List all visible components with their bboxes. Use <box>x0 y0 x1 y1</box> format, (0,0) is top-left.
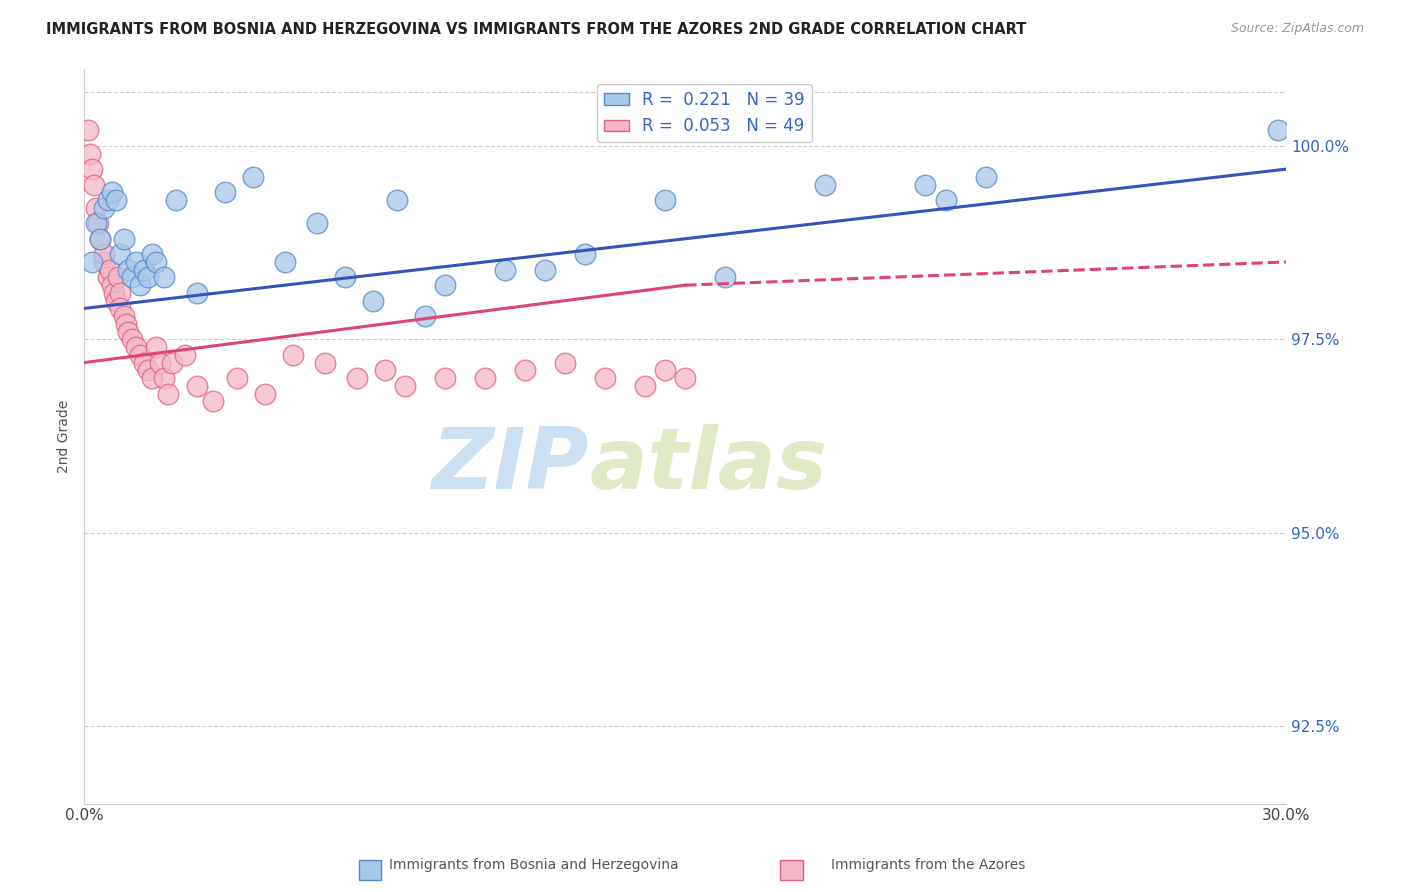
Point <box>225 371 247 385</box>
Point <box>974 169 997 184</box>
Point <box>314 355 336 369</box>
Point <box>673 371 696 385</box>
Point <box>149 355 172 369</box>
Point <box>141 371 163 385</box>
Point <box>79 146 101 161</box>
Point <box>134 262 156 277</box>
Point <box>186 378 208 392</box>
Point <box>166 193 188 207</box>
Point <box>385 193 408 207</box>
Point <box>394 378 416 392</box>
Point <box>593 371 616 385</box>
Point <box>145 340 167 354</box>
Point <box>121 332 143 346</box>
Point <box>110 301 132 316</box>
Point <box>346 371 368 385</box>
Point <box>153 371 176 385</box>
Point <box>494 262 516 277</box>
Legend: R =  0.221   N = 39, R =  0.053   N = 49: R = 0.221 N = 39, R = 0.053 N = 49 <box>598 84 811 142</box>
Point <box>433 371 456 385</box>
Point <box>134 355 156 369</box>
Point <box>654 193 676 207</box>
Point <box>101 278 124 293</box>
Point <box>654 363 676 377</box>
Text: Immigrants from the Azores: Immigrants from the Azores <box>831 858 1025 872</box>
Point <box>93 247 115 261</box>
Point <box>112 232 135 246</box>
Point <box>86 201 108 215</box>
Text: ZIP: ZIP <box>432 424 589 507</box>
Point <box>117 325 139 339</box>
Point <box>242 169 264 184</box>
Point <box>115 317 138 331</box>
Point <box>89 232 111 246</box>
Point <box>361 293 384 308</box>
Point <box>105 293 128 308</box>
Point <box>129 278 152 293</box>
Text: Source: ZipAtlas.com: Source: ZipAtlas.com <box>1230 22 1364 36</box>
Point <box>413 309 436 323</box>
Point <box>93 255 115 269</box>
Point <box>281 348 304 362</box>
Point <box>333 270 356 285</box>
Point <box>93 201 115 215</box>
Point <box>433 278 456 293</box>
Text: Immigrants from Bosnia and Herzegovina: Immigrants from Bosnia and Herzegovina <box>389 858 679 872</box>
Point <box>554 355 576 369</box>
Point <box>153 270 176 285</box>
Point <box>474 371 496 385</box>
Point <box>634 378 657 392</box>
Point <box>125 255 148 269</box>
Point <box>214 186 236 200</box>
Point <box>82 255 104 269</box>
Point <box>110 247 132 261</box>
Point <box>110 285 132 300</box>
Point <box>97 193 120 207</box>
Point <box>145 255 167 269</box>
Point <box>97 270 120 285</box>
Point <box>253 386 276 401</box>
Point <box>101 186 124 200</box>
Point <box>914 178 936 192</box>
Point <box>273 255 295 269</box>
Point <box>117 262 139 277</box>
Point <box>125 340 148 354</box>
Text: IMMIGRANTS FROM BOSNIA AND HERZEGOVINA VS IMMIGRANTS FROM THE AZORES 2ND GRADE C: IMMIGRANTS FROM BOSNIA AND HERZEGOVINA V… <box>46 22 1026 37</box>
Point <box>105 193 128 207</box>
Point <box>82 162 104 177</box>
Point <box>305 216 328 230</box>
Point <box>157 386 180 401</box>
Point <box>201 394 224 409</box>
Point <box>129 348 152 362</box>
Point <box>83 178 105 192</box>
Point <box>534 262 557 277</box>
Point <box>574 247 596 261</box>
Point <box>374 363 396 377</box>
Point <box>513 363 536 377</box>
Point <box>121 270 143 285</box>
Point <box>103 285 125 300</box>
Point <box>138 363 160 377</box>
Point <box>77 123 100 137</box>
Point <box>87 216 110 230</box>
Point <box>186 285 208 300</box>
Point <box>89 232 111 246</box>
Point <box>138 270 160 285</box>
Point <box>86 216 108 230</box>
Point <box>173 348 195 362</box>
Point <box>714 270 737 285</box>
Point <box>141 247 163 261</box>
Point <box>1267 123 1289 137</box>
Text: atlas: atlas <box>589 424 827 507</box>
Point <box>814 178 837 192</box>
Point <box>112 309 135 323</box>
Y-axis label: 2nd Grade: 2nd Grade <box>58 400 72 473</box>
Point <box>934 193 956 207</box>
Point <box>100 262 122 277</box>
Point <box>107 270 129 285</box>
Point <box>162 355 184 369</box>
